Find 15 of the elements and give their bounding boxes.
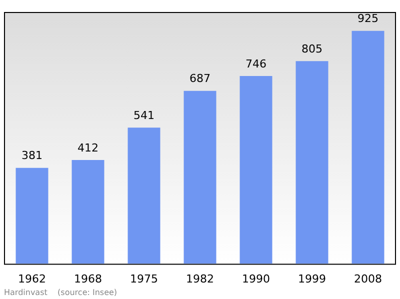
text: Hardinvast (source: Insee)	[4, 288, 118, 298]
data-label: 381	[22, 149, 42, 162]
data-label: 925	[358, 12, 378, 26]
x-tick-label: 1975	[130, 272, 158, 286]
x-tick-label: 1962	[18, 272, 46, 286]
data-label: 687	[190, 72, 210, 86]
x-tick-label: 1990	[242, 272, 270, 286]
x-tick-label: 1982	[186, 272, 214, 286]
data-label: 746	[246, 57, 266, 70]
data-label: 541	[134, 108, 154, 122]
x-tick-label: 2008	[354, 272, 382, 286]
data-label: 805	[302, 42, 322, 56]
x-tick-label: 1999	[298, 272, 326, 286]
x-tick-label: 1968	[74, 272, 102, 286]
data-label: 412	[78, 141, 98, 154]
